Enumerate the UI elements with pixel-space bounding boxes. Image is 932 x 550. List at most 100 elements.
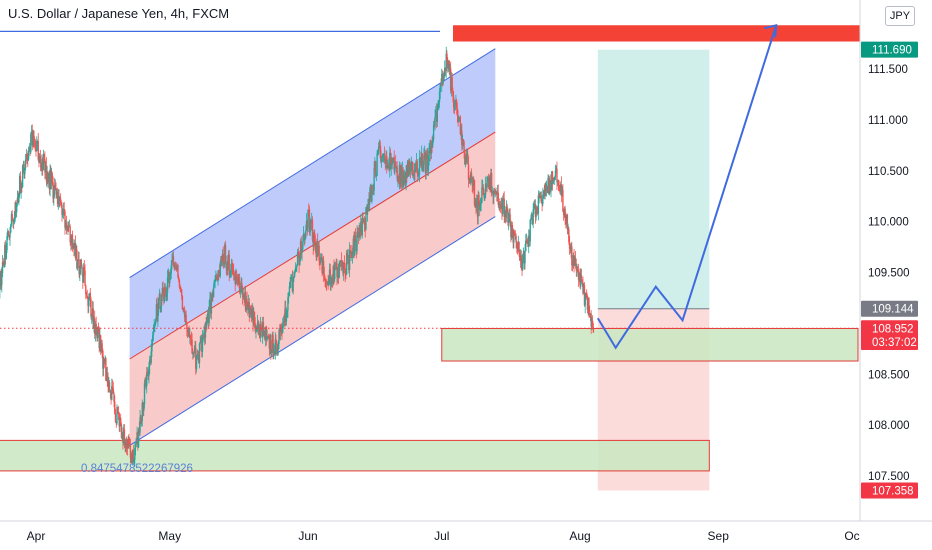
candle[interactable]	[565, 214, 568, 228]
candle[interactable]	[79, 258, 82, 275]
candle[interactable]	[203, 326, 205, 343]
candle[interactable]	[588, 296, 590, 318]
candle[interactable]	[227, 250, 230, 268]
channel-mid-line[interactable]	[129, 131, 496, 360]
candle[interactable]	[189, 327, 191, 344]
candle[interactable]	[406, 159, 409, 179]
candle[interactable]	[325, 278, 327, 289]
candle[interactable]	[389, 148, 392, 170]
candle[interactable]	[306, 219, 308, 236]
candle[interactable]	[33, 130, 35, 149]
candle[interactable]	[373, 161, 375, 196]
candle[interactable]	[32, 129, 34, 147]
candle[interactable]	[536, 205, 539, 216]
candle[interactable]	[494, 189, 496, 198]
candle[interactable]	[492, 190, 494, 204]
candle[interactable]	[447, 57, 449, 73]
candle[interactable]	[155, 298, 158, 320]
candle[interactable]	[305, 224, 307, 240]
candle[interactable]	[59, 196, 61, 208]
candle[interactable]	[25, 148, 28, 162]
candle[interactable]	[559, 184, 561, 195]
candle[interactable]	[420, 151, 422, 169]
candle[interactable]	[33, 136, 36, 148]
candle[interactable]	[375, 173, 378, 181]
candle[interactable]	[99, 334, 102, 356]
price-label[interactable]: 107.358	[861, 482, 918, 499]
candle[interactable]	[258, 321, 260, 336]
candle[interactable]	[516, 242, 519, 255]
candle[interactable]	[124, 441, 126, 453]
candle[interactable]	[83, 260, 86, 276]
candle[interactable]	[10, 211, 13, 227]
candle[interactable]	[160, 294, 163, 313]
candle[interactable]	[85, 284, 87, 300]
candle[interactable]	[415, 160, 417, 173]
candle[interactable]	[107, 372, 109, 393]
candle[interactable]	[93, 316, 95, 333]
candle[interactable]	[319, 257, 321, 271]
candle[interactable]	[284, 300, 286, 327]
candle[interactable]	[561, 185, 563, 197]
candle[interactable]	[438, 99, 440, 111]
candle[interactable]	[410, 156, 413, 175]
candle[interactable]	[591, 315, 594, 328]
candle[interactable]	[400, 162, 402, 188]
candle[interactable]	[175, 262, 178, 272]
candle[interactable]	[333, 259, 335, 285]
candle[interactable]	[53, 185, 55, 206]
candle[interactable]	[453, 99, 456, 115]
candle[interactable]	[328, 263, 331, 285]
candle[interactable]	[195, 354, 198, 373]
candle[interactable]	[208, 300, 210, 327]
candle[interactable]	[36, 136, 38, 152]
candle[interactable]	[572, 252, 575, 269]
candle[interactable]	[556, 161, 558, 191]
candle[interactable]	[119, 416, 121, 432]
candle[interactable]	[403, 171, 405, 188]
candle[interactable]	[182, 306, 184, 312]
candle[interactable]	[149, 355, 152, 365]
candle[interactable]	[39, 153, 41, 164]
candle[interactable]	[61, 202, 63, 222]
candle[interactable]	[172, 251, 174, 262]
candle[interactable]	[383, 146, 386, 164]
candle[interactable]	[540, 191, 543, 204]
candle[interactable]	[323, 266, 326, 281]
candle[interactable]	[385, 149, 387, 169]
candle[interactable]	[435, 105, 437, 118]
candle[interactable]	[357, 227, 359, 238]
candle[interactable]	[51, 171, 54, 186]
candle[interactable]	[230, 263, 232, 279]
candle[interactable]	[470, 168, 473, 180]
candle[interactable]	[548, 176, 551, 196]
candle[interactable]	[504, 209, 507, 224]
candle[interactable]	[499, 200, 502, 213]
candle[interactable]	[190, 331, 193, 347]
candle[interactable]	[153, 319, 155, 333]
candle[interactable]	[506, 203, 508, 214]
candle[interactable]	[195, 340, 197, 375]
candle[interactable]	[137, 427, 140, 449]
candle[interactable]	[584, 293, 586, 314]
candle[interactable]	[538, 192, 540, 199]
candle[interactable]	[450, 71, 453, 97]
candle[interactable]	[140, 414, 142, 425]
candle[interactable]	[509, 208, 511, 228]
candle[interactable]	[163, 283, 166, 303]
candle[interactable]	[23, 160, 25, 179]
candle[interactable]	[64, 209, 66, 235]
candle[interactable]	[147, 369, 149, 381]
candle[interactable]	[531, 213, 534, 226]
candle[interactable]	[111, 378, 113, 401]
candle[interactable]	[79, 265, 81, 281]
candle[interactable]	[423, 148, 425, 172]
demand-zone-1[interactable]	[0, 439, 710, 472]
candle[interactable]	[84, 264, 86, 286]
candle[interactable]	[193, 345, 195, 358]
candle[interactable]	[502, 195, 504, 217]
candle[interactable]	[581, 279, 583, 287]
candle[interactable]	[339, 259, 342, 268]
candle[interactable]	[493, 187, 496, 195]
candle[interactable]	[467, 149, 469, 165]
